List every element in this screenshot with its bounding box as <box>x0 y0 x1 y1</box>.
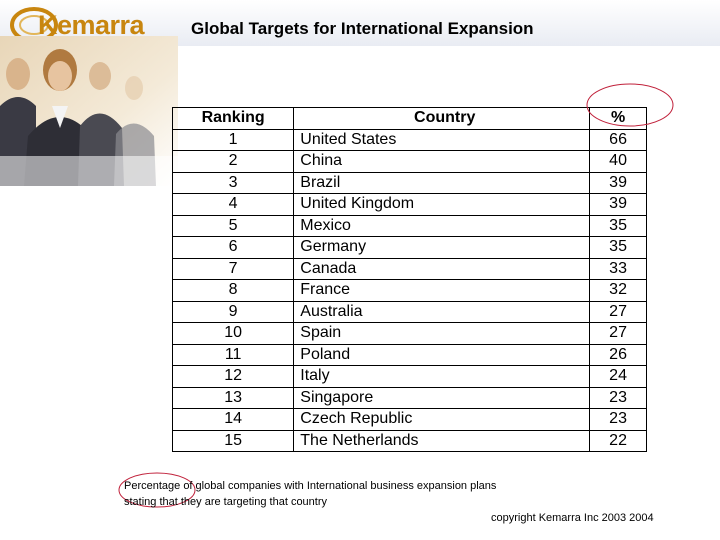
cell-country: Spain <box>293 322 591 345</box>
cell-ranking: 14 <box>171 408 295 431</box>
cell-percent: 35 <box>589 236 647 259</box>
table-row: 7 Canada 33 <box>171 257 647 280</box>
kemarra-logo: Kemarra <box>8 4 145 44</box>
cell-ranking: 13 <box>171 386 295 409</box>
cell-percent: 22 <box>589 429 647 452</box>
cell-percent: 35 <box>589 214 647 237</box>
cell-ranking: 15 <box>171 429 295 452</box>
cell-ranking: 7 <box>171 257 295 280</box>
table-header-row: Ranking Country % <box>171 107 647 130</box>
table-row: 6 Germany 35 <box>171 236 647 259</box>
cell-percent: 24 <box>589 365 647 388</box>
cell-ranking: 11 <box>171 343 295 366</box>
table-row: 15 The Netherlands 22 <box>171 429 647 452</box>
table-row: 9 Australia 27 <box>171 300 647 323</box>
cell-percent: 39 <box>589 193 647 216</box>
cell-percent: 23 <box>589 408 647 431</box>
cell-ranking: 12 <box>171 365 295 388</box>
logo-text: Kemarra <box>38 10 145 40</box>
cell-ranking: 6 <box>171 236 295 259</box>
cell-ranking: 8 <box>171 279 295 302</box>
table-row: 12 Italy 24 <box>171 365 647 388</box>
table-row: 4 United Kingdom 39 <box>171 193 647 216</box>
cell-percent: 39 <box>589 171 647 194</box>
footnote-line-1: Percentage of global companies with Inte… <box>124 480 497 492</box>
copyright-text: copyright Kemarra Inc 2003 2004 <box>491 512 654 524</box>
footnote-line-2: stating that they are targeting that cou… <box>124 496 328 508</box>
footnote: Percentage of global companies with Inte… <box>124 478 544 510</box>
cell-ranking: 2 <box>171 150 295 173</box>
table-row: 10 Spain 27 <box>171 322 647 345</box>
cell-country: Czech Republic <box>293 408 591 431</box>
cell-country: United Kingdom <box>293 193 591 216</box>
ranking-table: Ranking Country % 1 United States 66 2 China… <box>171 107 647 452</box>
cell-percent: 27 <box>589 300 647 323</box>
page-title: Global Targets for International Expansi… <box>191 19 534 38</box>
cell-country: Germany <box>293 236 591 259</box>
table-row: 11 Poland 26 <box>171 343 647 366</box>
cell-country: France <box>293 279 591 302</box>
cell-percent: 40 <box>589 150 647 173</box>
table-row: 13 Singapore 23 <box>171 386 647 409</box>
table-row: 8 France 32 <box>171 279 647 302</box>
cell-ranking: 9 <box>171 300 295 323</box>
table-row: 3 Brazil 39 <box>171 171 647 194</box>
table-body: 1 United States 66 2 China 40 3 Brazil 39 4 United… <box>171 128 647 452</box>
cell-ranking: 3 <box>171 171 295 194</box>
cell-percent: 33 <box>589 257 647 280</box>
cell-ranking: 10 <box>171 322 295 345</box>
cell-country: Poland <box>293 343 591 366</box>
table-row: 14 Czech Republic 23 <box>171 408 647 431</box>
table-row: 5 Mexico 35 <box>171 214 647 237</box>
cell-country: Australia <box>293 300 591 323</box>
header-percent: % <box>589 107 647 130</box>
cell-country: Italy <box>293 365 591 388</box>
cell-percent: 26 <box>589 343 647 366</box>
header-ranking: Ranking <box>171 107 295 130</box>
cell-country: Canada <box>293 257 591 280</box>
header-country: Country <box>293 107 591 130</box>
table-row: 2 China 40 <box>171 150 647 173</box>
cell-ranking: 1 <box>171 128 295 151</box>
cell-country: The Netherlands <box>293 429 591 452</box>
cell-ranking: 5 <box>171 214 295 237</box>
table-row: 1 United States 66 <box>171 128 647 151</box>
footnote-annotation-circle <box>118 472 196 508</box>
cell-percent: 23 <box>589 386 647 409</box>
cell-country: China <box>293 150 591 173</box>
cell-country: Mexico <box>293 214 591 237</box>
cell-percent: 32 <box>589 279 647 302</box>
cell-country: United States <box>293 128 591 151</box>
cell-percent: 27 <box>589 322 647 345</box>
business-people-photo <box>0 36 178 186</box>
percent-annotation-circle <box>586 83 674 127</box>
cell-percent: 66 <box>589 128 647 151</box>
cell-country: Singapore <box>293 386 591 409</box>
cell-ranking: 4 <box>171 193 295 216</box>
cell-country: Brazil <box>293 171 591 194</box>
